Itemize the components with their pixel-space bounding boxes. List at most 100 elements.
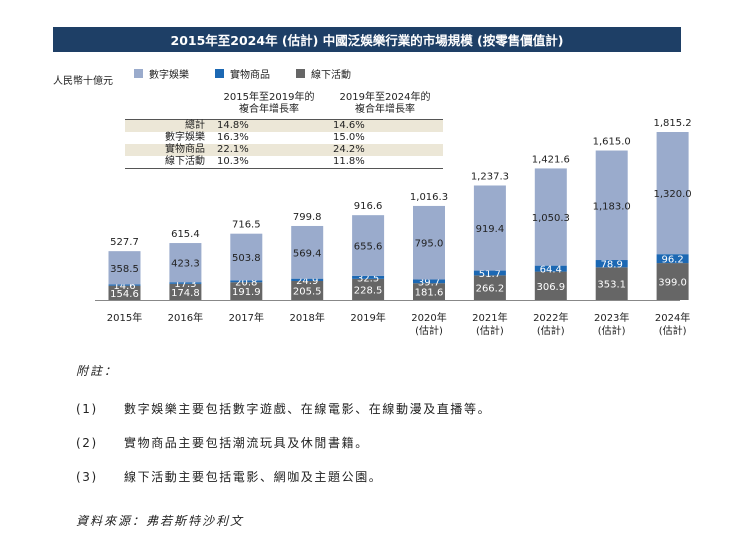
- cagr-row-offline: 線下活動 10.3% 11.8%: [125, 156, 443, 169]
- x-tick-line: 2017年: [229, 311, 264, 324]
- x-tick-label: 2022年(估計): [533, 311, 568, 337]
- x-tick-line: 2021年: [472, 311, 507, 324]
- x-tick-line: 2023年: [594, 311, 629, 324]
- data-label-offline: 181.6: [415, 288, 444, 299]
- cagr-header-2019-2024: 2019年至2024年的 複合年增長率: [327, 90, 443, 120]
- x-tick-line: 2018年: [289, 311, 324, 324]
- stacked-bar-chart: 154.614.6 358.5 527.7 2015年 174.817.3 423.3 61…: [95, 118, 692, 337]
- bar-segment-physical: [352, 275, 385, 279]
- total-label: 716.5: [232, 220, 261, 231]
- x-tick-line: 2015年: [107, 311, 142, 324]
- bar-segment-offline: [413, 283, 445, 300]
- total-label: 1,421.6: [532, 154, 570, 165]
- cagr-value-2019-2024: 24.2%: [327, 144, 443, 156]
- note-item-1: (1) 數字娛樂主要包括數字遊戲、在線電影、在線動漫及直播等。: [76, 400, 491, 417]
- data-label-digital: 569.4: [293, 248, 322, 259]
- x-tick-label: 2021年(估計): [472, 311, 507, 337]
- data-label-digital: 423.3: [171, 259, 200, 270]
- legend-swatch-digital: [134, 69, 143, 78]
- total-label: 1,016.3: [410, 192, 448, 203]
- bar-segment-offline: [656, 263, 689, 300]
- bar-segment-offline: [169, 283, 202, 300]
- cagr-value-2015-2019: 16.3%: [217, 132, 249, 143]
- cagr-table: 2015年至2019年的 複合年增長率 2019年至2024年的 複合年增長率 …: [125, 90, 443, 169]
- data-label-physical: 78.9: [601, 260, 623, 271]
- data-label-offline: 266.2: [476, 284, 505, 295]
- cagr-row-total: 總計 14.8% 14.6%: [125, 119, 443, 132]
- cagr-value-2015-2019: 14.8%: [211, 119, 327, 132]
- note-item-2: (2) 實物商品主要包括潮流玩具及休閒書籍。: [76, 434, 369, 451]
- bar-segment-physical: [656, 254, 689, 264]
- bar-segment-digital: [473, 185, 506, 271]
- legend-item-offline: 線下活動: [296, 66, 351, 81]
- data-label-physical: 32.5: [357, 273, 379, 284]
- cagr-value-2015-2019: 10.3%: [211, 156, 327, 169]
- note-number: (3): [76, 470, 98, 484]
- data-label-offline: 154.6: [110, 289, 139, 300]
- legend-swatch-physical: [215, 69, 224, 78]
- data-label-physical: 14.6: [113, 281, 135, 292]
- bar-segment-physical: [595, 260, 628, 268]
- bar-segment-digital: [169, 243, 202, 283]
- bar-segment-offline: [473, 275, 506, 300]
- bar-segment-offline: [291, 280, 324, 300]
- bar-segment-physical: [230, 280, 263, 283]
- x-tick-line: 2020年: [411, 311, 446, 324]
- data-label-digital: 795.0: [415, 239, 444, 250]
- legend-label-digital: 數字娛樂: [149, 70, 189, 81]
- bar-segment-offline: [352, 278, 385, 300]
- notes-section: 附註： (1) 數字娛樂主要包括數字遊戲、在線電影、在線動漫及直播等。 (2) 實物…: [76, 362, 490, 484]
- bar-segment-digital: [595, 150, 628, 261]
- data-label-physical: 39.7: [418, 277, 440, 288]
- bar-segment-offline: [534, 271, 567, 300]
- data-label-physical: 24.9: [296, 276, 318, 287]
- bar-segment-physical: [534, 265, 567, 272]
- x-tick-label: 2017年: [229, 311, 264, 324]
- data-label-digital: 1,183.0: [593, 201, 631, 212]
- bar-segment-digital: [291, 225, 324, 279]
- bar-segment-digital: [413, 205, 445, 280]
- x-tick-label: 2018年: [289, 311, 324, 324]
- bar-segment-physical: [169, 282, 202, 284]
- bar-segment-physical: [291, 278, 324, 281]
- legend-item-digital: 數字娛樂: [134, 66, 189, 81]
- x-tick-label: 2020年(估計): [411, 311, 446, 337]
- bar-segment-digital: [534, 168, 567, 266]
- bar-segment-physical: [413, 279, 445, 284]
- note-number: (2): [76, 436, 98, 450]
- cagr-row-physical: 實物商品 22.1% 24.2%: [125, 144, 443, 156]
- total-label: 799.8: [293, 212, 322, 223]
- bar-segment-digital: [108, 251, 141, 285]
- data-label-offline: 205.5: [293, 286, 322, 297]
- data-label-digital: 919.4: [476, 224, 505, 235]
- x-tick-line: (估計): [598, 324, 626, 337]
- x-tick-label: 2024年(估計): [655, 311, 690, 337]
- legend-label-physical: 實物商品: [230, 70, 270, 81]
- cagr-header-blank: [125, 90, 211, 120]
- x-tick-line: (估計): [659, 324, 687, 337]
- cagr-value-2019-2024: 11.8%: [327, 156, 443, 169]
- notes-heading: 附註：: [76, 364, 119, 378]
- x-tick-line: 2022年: [533, 311, 568, 324]
- data-label-physical: 20.8: [235, 277, 257, 288]
- data-label-digital: 1,050.3: [532, 213, 570, 224]
- x-tick-line: (估計): [537, 324, 565, 337]
- data-label-physical: 17.3: [174, 279, 196, 290]
- note-number: (1): [76, 402, 98, 416]
- x-tick-label: 2019年: [350, 311, 385, 324]
- data-label-offline: 174.8: [171, 288, 200, 299]
- data-label-digital: 503.8: [232, 253, 261, 264]
- note-text: 線下活動主要包括電影、網咖及主題公園。: [124, 470, 383, 484]
- data-label-offline: 353.1: [597, 280, 626, 291]
- x-tick-line: 2024年: [655, 311, 690, 324]
- x-tick-line: 2019年: [350, 311, 385, 324]
- bar-segment-digital: [230, 233, 263, 281]
- source-note: 資料來源：弗若斯特沙利文: [76, 514, 245, 528]
- data-label-physical: 96.2: [661, 255, 683, 266]
- total-label: 916.6: [354, 201, 383, 212]
- cagr-value-2019-2024: 15.0%: [333, 132, 365, 143]
- cagr-header-2015-2019: 2015年至2019年的 複合年增長率: [211, 90, 327, 120]
- cagr-row-name: 實物商品: [125, 144, 211, 156]
- total-label: 527.7: [110, 237, 139, 248]
- cagr-value-2019-2024: 14.6%: [327, 119, 443, 132]
